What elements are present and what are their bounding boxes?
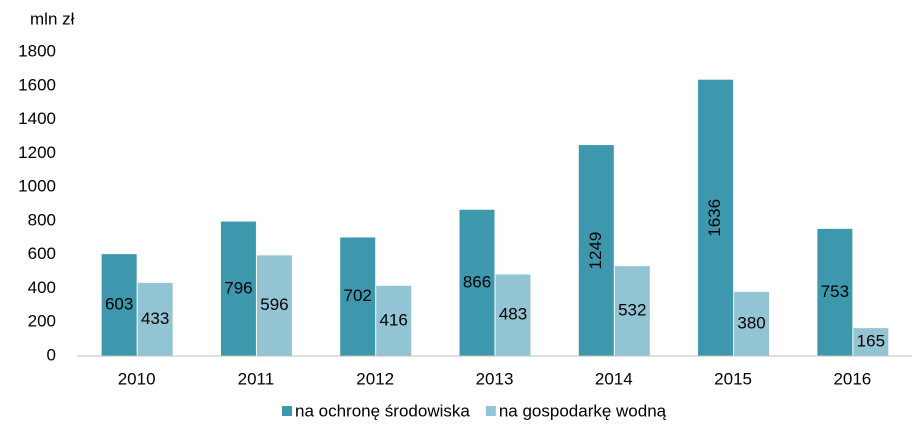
bar [853,328,889,356]
data-label: 866 [463,272,491,291]
y-tick-label: 200 [28,312,56,331]
x-tick-label: 2015 [714,369,752,388]
legend-swatch [485,406,496,416]
data-label: 532 [618,301,646,320]
data-label: 165 [857,332,885,351]
data-label: 603 [105,295,133,314]
data-label: 1636 [705,199,724,237]
bar [495,274,531,356]
bar [698,79,734,356]
x-tick-label: 2016 [833,369,871,388]
bar [256,255,292,356]
y-tick-label: 0 [47,345,56,364]
data-label: 702 [344,286,372,305]
bar [220,221,256,356]
y-tick-label: 1400 [18,109,56,128]
bar [101,254,137,356]
legend-label: na gospodarkę wodną [499,401,667,420]
data-label: 433 [141,309,169,328]
data-label: 483 [499,305,527,324]
bar [376,285,412,356]
x-tick-label: 2011 [238,369,275,388]
bar [614,266,650,356]
data-label: 1249 [586,232,605,270]
bar [137,282,173,356]
bar [578,145,614,356]
y-axis-label: mln zł [30,9,75,28]
y-tick-label: 600 [28,244,56,263]
legend-label: na ochronę środowiska [295,401,470,420]
data-label: 380 [737,313,765,332]
data-label: 796 [224,278,252,297]
data-label: 416 [380,310,408,329]
bar [817,228,853,356]
y-tick-label: 1800 [18,41,56,60]
legend-swatch [282,406,292,416]
bar [340,237,376,356]
x-tick-label: 2012 [356,369,394,388]
y-tick-label: 400 [28,278,56,297]
x-tick-label: 2014 [595,369,633,388]
bar [459,209,495,356]
data-label: 753 [821,282,849,301]
y-tick-label: 1600 [18,75,56,94]
y-tick-label: 1000 [18,177,56,196]
x-tick-label: 2010 [118,369,156,388]
bar [734,291,770,356]
y-tick-label: 1200 [18,143,56,162]
y-tick-label: 800 [28,210,56,229]
data-label: 596 [260,295,288,314]
x-tick-label: 2013 [476,369,514,388]
